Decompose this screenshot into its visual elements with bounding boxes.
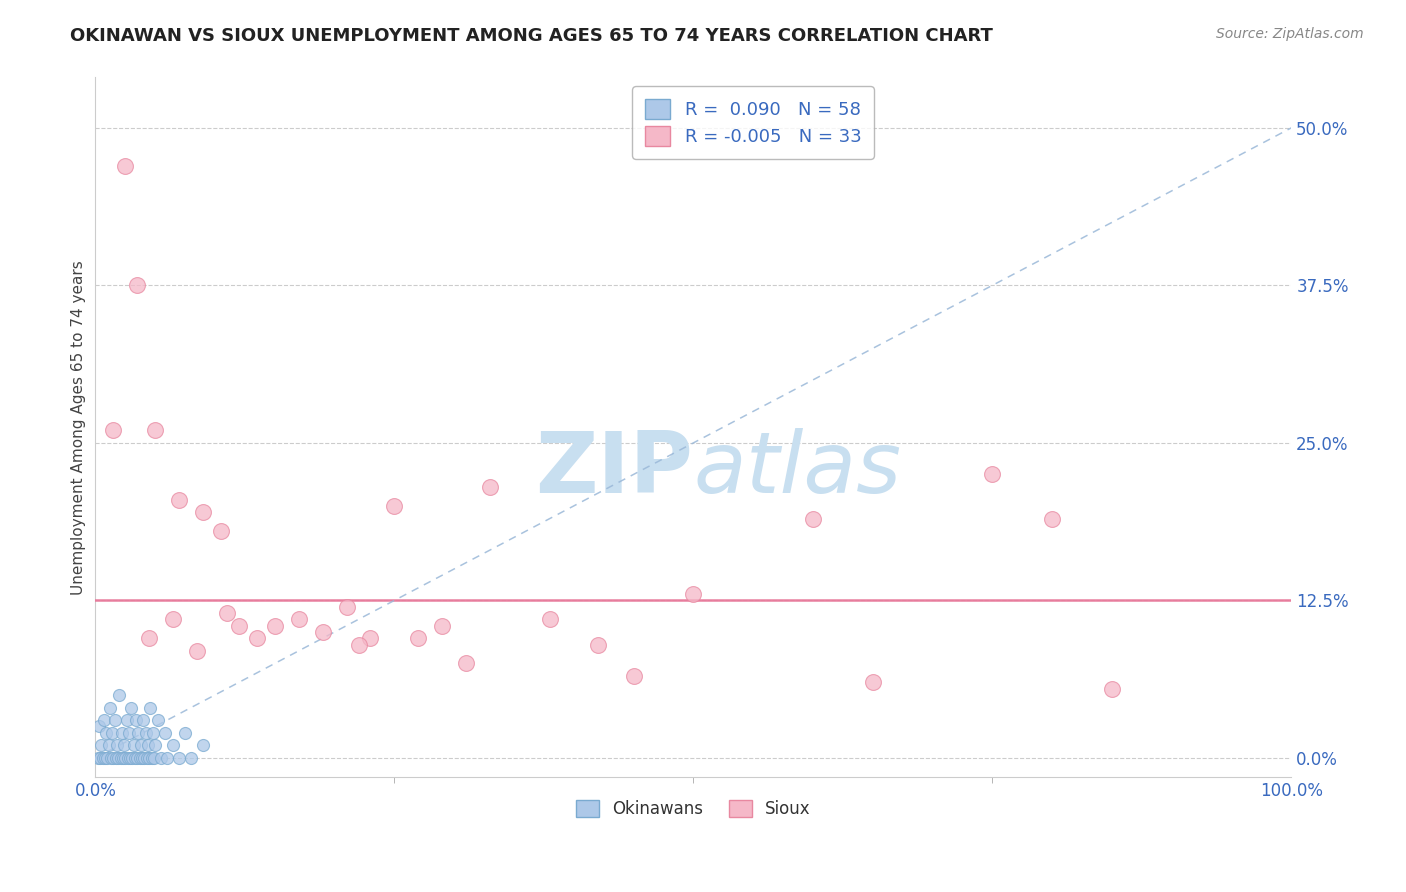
Point [174, 725, 197, 739]
Point [191, 505, 214, 519]
Point [432, 618, 454, 632]
Point [143, 423, 166, 437]
Point [132, 713, 155, 727]
Text: Source: ZipAtlas.com: Source: ZipAtlas.com [1216, 27, 1364, 41]
Point [114, 751, 136, 765]
Y-axis label: Unemployment Among Ages 65 to 74 years: Unemployment Among Ages 65 to 74 years [72, 260, 86, 595]
Point [287, 612, 309, 626]
Point [162, 739, 184, 753]
Point [682, 587, 704, 601]
Point [209, 524, 232, 538]
Point [127, 725, 149, 739]
Point [111, 725, 134, 739]
Point [623, 669, 645, 683]
Point [128, 751, 150, 765]
Point [127, 278, 149, 293]
Point [359, 632, 381, 646]
Point [146, 713, 169, 727]
Point [136, 739, 159, 753]
Point [103, 713, 125, 727]
Point [104, 751, 127, 765]
Point [162, 612, 184, 626]
Point [180, 751, 202, 765]
Point [101, 725, 124, 739]
Point [129, 739, 152, 753]
Point [91, 751, 114, 765]
Point [118, 725, 141, 739]
Point [93, 713, 115, 727]
Point [263, 618, 285, 632]
Point [1040, 511, 1063, 525]
Point [139, 700, 162, 714]
Point [1101, 681, 1123, 696]
Point [167, 751, 190, 765]
Point [138, 751, 160, 765]
Text: atlas: atlas [693, 427, 901, 510]
Point [103, 751, 125, 765]
Point [107, 751, 129, 765]
Point [100, 751, 122, 765]
Point [117, 751, 139, 765]
Point [228, 618, 250, 632]
Point [981, 467, 1004, 482]
Point [215, 606, 238, 620]
Point [121, 751, 143, 765]
Point [96, 751, 118, 765]
Point [335, 599, 357, 614]
Point [135, 725, 157, 739]
Point [246, 632, 269, 646]
Point [97, 739, 120, 753]
Point [311, 624, 333, 639]
Point [134, 751, 156, 765]
Point [135, 751, 157, 765]
Point [89, 751, 111, 765]
Point [143, 751, 166, 765]
Point [115, 713, 138, 727]
Point [98, 700, 121, 714]
Point [110, 751, 132, 765]
Point [156, 751, 179, 765]
Point [103, 423, 125, 437]
Point [87, 719, 110, 733]
Point [191, 739, 214, 753]
Point [87, 751, 110, 765]
Point [538, 612, 561, 626]
Point [186, 644, 208, 658]
Point [408, 632, 430, 646]
Point [108, 688, 131, 702]
Point [586, 638, 609, 652]
Point [112, 739, 135, 753]
Point [167, 492, 190, 507]
Point [125, 713, 148, 727]
Point [384, 499, 406, 513]
Point [153, 725, 176, 739]
Text: OKINAWAN VS SIOUX UNEMPLOYMENT AMONG AGES 65 TO 74 YEARS CORRELATION CHART: OKINAWAN VS SIOUX UNEMPLOYMENT AMONG AGE… [70, 27, 993, 45]
Point [90, 739, 112, 753]
Point [347, 638, 370, 652]
Point [96, 725, 118, 739]
Point [124, 751, 146, 765]
Point [801, 511, 824, 525]
Point [94, 751, 117, 765]
Point [456, 657, 478, 671]
Point [862, 675, 884, 690]
Point [122, 739, 145, 753]
Point [141, 751, 163, 765]
Point [143, 739, 166, 753]
Point [150, 751, 173, 765]
Point [131, 751, 153, 765]
Point [120, 751, 142, 765]
Text: ZIP: ZIP [536, 427, 693, 510]
Point [479, 480, 502, 494]
Point [111, 751, 134, 765]
Point [127, 751, 149, 765]
Legend: Okinawans, Sioux: Okinawans, Sioux [569, 793, 817, 824]
Point [142, 725, 165, 739]
Point [105, 739, 128, 753]
Point [120, 700, 142, 714]
Point [138, 632, 160, 646]
Point [114, 159, 136, 173]
